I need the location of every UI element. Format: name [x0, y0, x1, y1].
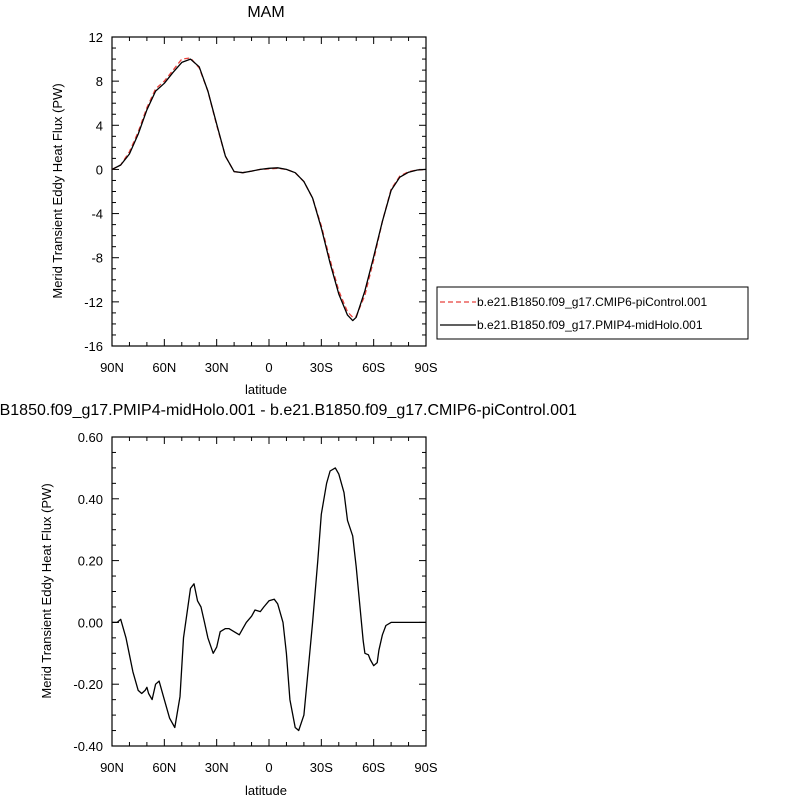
chart-2-x-tick-label: 60S — [362, 760, 385, 775]
chart-2-x-tick-label: 90S — [414, 760, 437, 775]
chart-1-x-tick-label: 90N — [100, 360, 124, 375]
chart-2-x-tick-label: 90N — [100, 760, 124, 775]
chart-1-y-axis: 12 8 4 0 -4 -8 -12 -16 — [84, 30, 426, 354]
chart-1-x-tick-label: 90S — [414, 360, 437, 375]
chart-1-legend: b.e21.B1850.f09_g17.CMIP6-piControl.001 … — [436, 286, 749, 340]
chart-1-x-tick-label: 30S — [310, 360, 333, 375]
chart-1-y-tick-label: -12 — [84, 295, 103, 310]
chart-1-y-axis-label: Merid Transient Eddy Heat Flux (PW) — [50, 83, 65, 298]
chart-2-plot-frame — [111, 436, 427, 747]
chart-2-series-0-line — [112, 467, 426, 732]
chart-2-y-axis-label: Merid Transient Eddy Heat Flux (PW) — [39, 483, 54, 698]
chart-1-y-tick-label: 4 — [96, 118, 103, 133]
chart-2-title: b.e21.B1850.f09_g17.PMIP4-midHolo.001 - … — [0, 402, 577, 419]
chart-2-y-tick-label: 0.20 — [78, 554, 103, 569]
chart-2-y-tick-label: 0.40 — [78, 492, 103, 507]
chart-1-y-tick-label: -4 — [91, 207, 103, 222]
chart-2-y-axis: 0.60 0.40 0.20 0.00 -0.20 -0.40 — [73, 430, 426, 754]
chart-1-x-tick-label: 30N — [205, 360, 229, 375]
legend-label-1: b.e21.B1850.f09_g17.PMIP4-midHolo.001 — [477, 318, 703, 332]
chart-2-x-tick-label: 0 — [265, 760, 272, 775]
chart-1-y-tick-label: 0 — [96, 162, 103, 177]
legend-box — [436, 286, 749, 340]
chart-2-series-group — [112, 467, 426, 732]
legend-label-0: b.e21.B1850.f09_g17.CMIP6-piControl.001 — [477, 295, 707, 309]
chart-2-x-axis-label: latitude — [245, 783, 287, 798]
chart-2-x-axis: 90N 60N 30N 0 30S 60S 90S — [100, 437, 438, 775]
chart-2-y-tick-label: -0.40 — [73, 739, 103, 754]
chart-1-series-0-line — [111, 57, 427, 318]
chart-2-y-tick-label: 0.60 — [78, 430, 103, 445]
chart-1-y-tick-label: -16 — [84, 339, 103, 354]
chart-1-y-tick-label: -8 — [91, 251, 103, 266]
chart-1-title: MAM — [247, 4, 284, 21]
chart-1-series-1-line — [111, 58, 427, 322]
chart-1-x-axis-label: latitude — [245, 382, 287, 397]
chart-1-x-tick-label: 60S — [362, 360, 385, 375]
chart-2-x-tick-label: 60N — [152, 760, 176, 775]
chart-1-y-tick-label: 12 — [89, 30, 103, 45]
chart-1-x-axis: 90N 60N 30N 0 30S 60S 90S — [100, 37, 438, 375]
chart-2-y-tick-label: 0.00 — [78, 615, 103, 630]
chart-1-y-tick-label: 8 — [96, 74, 103, 89]
chart-1-plot-frame — [111, 36, 427, 347]
chart-2-y-tick-label: -0.20 — [73, 677, 103, 692]
chart-1-x-tick-label: 0 — [265, 360, 272, 375]
chart-1-series-group — [111, 57, 427, 322]
chart-1-x-tick-label: 60N — [152, 360, 176, 375]
chart-2-x-tick-label: 30N — [205, 760, 229, 775]
chart-2-x-tick-label: 30S — [310, 760, 333, 775]
